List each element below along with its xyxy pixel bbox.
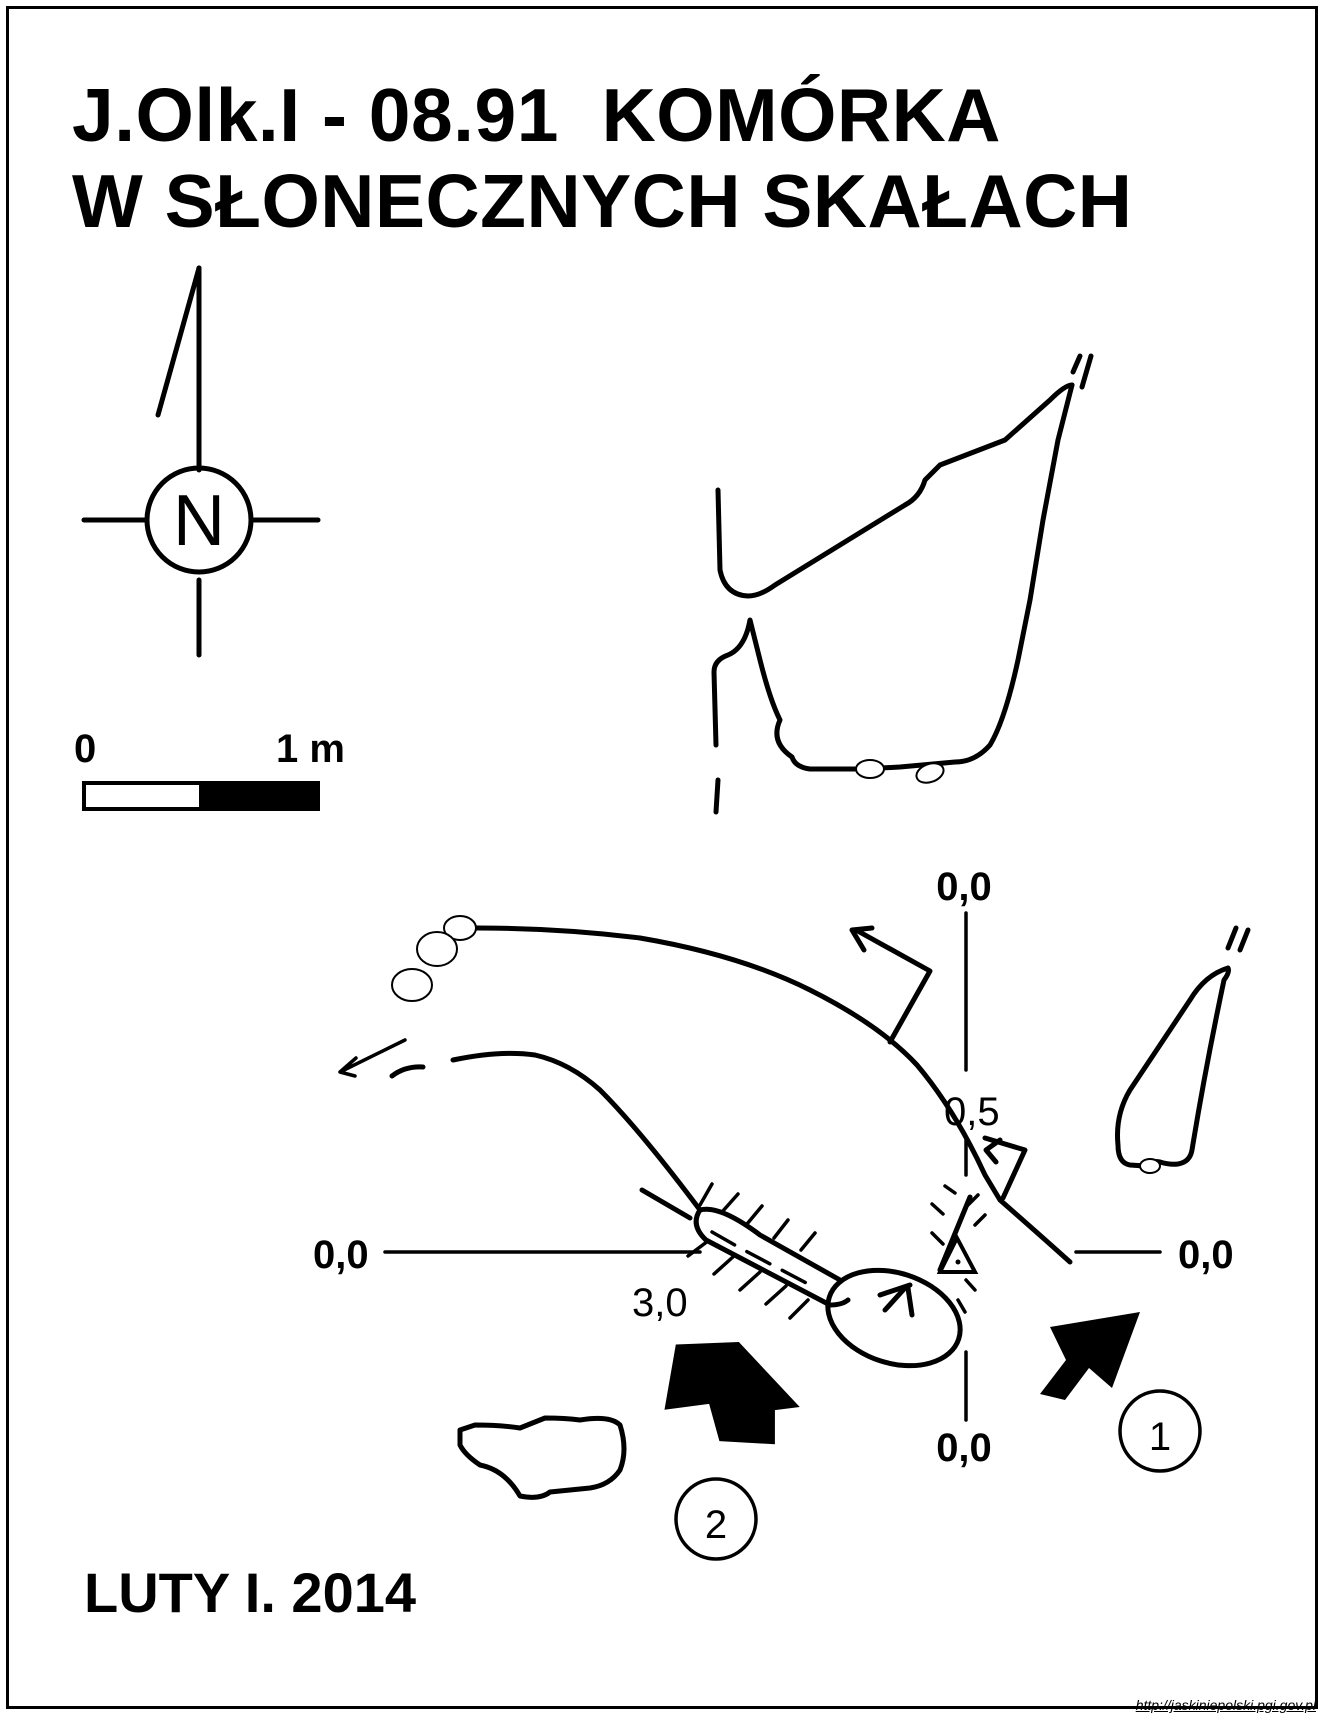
scale-start-label: 0 <box>74 727 96 771</box>
entrance-2-number: 2 <box>705 1503 727 1547</box>
depth-label-left: 0,0 <box>313 1233 369 1277</box>
north-arrow-icon <box>155 265 202 418</box>
scale-white-segment <box>82 781 203 811</box>
compass-rose: N <box>81 265 321 658</box>
entrance-arrows: 1 2 <box>664 1312 1202 1561</box>
depth-label-bottom: 0,0 <box>936 1426 992 1470</box>
author-date: LUTY I. 2014 <box>84 1561 417 1624</box>
compass-circle <box>144 465 254 575</box>
upper-rock-outline <box>711 353 1094 815</box>
entrance-1-number: 1 <box>1149 1415 1171 1459</box>
scale-black-segment <box>199 781 320 811</box>
cave-walls <box>338 915 1073 1369</box>
depth-label-inner: 0,5 <box>944 1090 1000 1134</box>
scale-end-label: 1 m <box>276 727 345 771</box>
scale-bar: 0 1 m <box>74 727 345 811</box>
axis-lines <box>383 911 1162 1422</box>
depth-label-right: 0,0 <box>1178 1233 1234 1277</box>
entrance-1-marker <box>1118 1389 1202 1473</box>
map-title: J.Olk.I - 08.91 KOMÓRKA W SŁONECZNYCH SK… <box>72 72 1132 244</box>
depth-labels: 0,0 0,0 0,0 0,0 0,5 3,0 <box>313 865 1234 1470</box>
title-line-1: J.Olk.I - 08.91 KOMÓRKA <box>72 73 1001 157</box>
source-credit: http://jaskiniepolski.pgi.gov.pl <box>1135 1697 1316 1713</box>
entrance-2-marker <box>674 1477 758 1561</box>
map-frame <box>6 6 1318 1709</box>
entrance-1-arrow-icon <box>1040 1312 1140 1400</box>
entrance-2-arrow-icon <box>664 1342 800 1445</box>
depth-label-chamber: 3,0 <box>632 1281 688 1325</box>
lower-rock-outline <box>457 1415 627 1500</box>
compass-north-letter: N <box>173 481 225 561</box>
title-line-2: W SŁONECZNYCH SKAŁACH <box>72 159 1133 243</box>
depth-label-top: 0,0 <box>936 865 992 909</box>
right-rock-outline <box>1115 925 1251 1174</box>
